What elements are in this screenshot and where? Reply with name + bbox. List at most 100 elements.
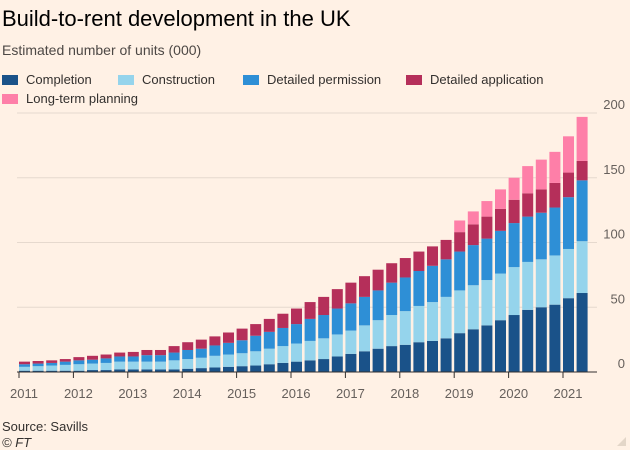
bar-long-term-planning [454, 220, 466, 233]
x-tick-label: 2014 [173, 386, 202, 401]
bar-detailed-permission [277, 327, 289, 347]
bar-detailed-permission [100, 358, 112, 363]
bar-completion [114, 369, 126, 372]
x-tick-label: 2021 [554, 386, 583, 401]
bar-construction [467, 285, 479, 330]
bar-construction [209, 355, 221, 368]
bar-detailed-application [182, 342, 194, 350]
bar-construction [481, 280, 493, 326]
bar-detailed-application [168, 346, 180, 353]
bar-construction [508, 267, 520, 316]
y-tick-label: 150 [603, 162, 625, 177]
legend-swatch-detailed-permission [243, 74, 259, 85]
bar-construction [223, 354, 234, 367]
bar-completion [141, 369, 153, 372]
bar-construction [263, 348, 275, 365]
bar-detailed-permission [87, 359, 98, 364]
bar-construction [495, 273, 506, 321]
stacked-bar-chart: 0 50 100 150 200 2011 2012 2013 2014 2015 2016 2017… [10, 97, 625, 401]
bar-long-term-planning [576, 116, 588, 161]
bar-detailed-permission [535, 212, 547, 260]
bar-construction [535, 259, 547, 308]
bar-detailed-application [223, 332, 234, 343]
bar-detailed-permission [467, 245, 479, 286]
bar-construction [46, 365, 58, 371]
bar-completion [73, 370, 85, 372]
bar-construction [454, 290, 466, 334]
bar-construction [32, 366, 44, 371]
bar-detailed-permission [114, 356, 126, 362]
bar-construction [87, 363, 98, 371]
bar-completion [345, 353, 357, 372]
legend-label-long-term-planning: Long-term planning [26, 91, 139, 106]
bar-detailed-permission [508, 223, 520, 268]
bar-completion [291, 361, 302, 372]
bar-detailed-application [59, 359, 71, 362]
bar-detailed-application [73, 357, 85, 361]
bar-detailed-application [372, 269, 384, 291]
bar-detailed-permission [59, 361, 71, 365]
bar-construction [399, 311, 411, 345]
bar-detailed-permission [73, 360, 85, 365]
bar-detailed-permission [141, 355, 153, 362]
bar-completion [508, 315, 520, 372]
bar-completion [413, 342, 425, 372]
bar-completion [467, 329, 479, 372]
bar-completion [19, 370, 30, 372]
bar-detailed-permission [19, 364, 30, 367]
bar-construction [304, 340, 316, 361]
bar-construction [318, 338, 330, 360]
y-tick-label: 50 [611, 291, 625, 306]
source-note: Source: Savills [2, 419, 88, 434]
bar-completion [168, 369, 180, 372]
bar-detailed-permission [32, 363, 44, 367]
bar-detailed-application [386, 263, 398, 283]
y-tick-label: 100 [603, 227, 625, 242]
bar-detailed-permission [318, 315, 330, 339]
bar-detailed-permission [440, 259, 452, 297]
bar-detailed-application [399, 258, 411, 278]
bar-detailed-permission [127, 356, 139, 362]
bar-detailed-application [195, 339, 207, 349]
bar-detailed-permission [209, 345, 221, 356]
legend-label-detailed-permission: Detailed permission [267, 72, 382, 87]
bar-detailed-application [114, 352, 126, 357]
bar-detailed-application [427, 246, 438, 266]
bar-construction [195, 357, 207, 369]
bar-detailed-application [576, 160, 588, 181]
copyright-credit: © FT [2, 435, 32, 450]
bar-detailed-permission [195, 348, 207, 358]
bar-detailed-application [32, 360, 44, 364]
bar-completion [535, 307, 547, 372]
bar-detailed-application [481, 216, 493, 239]
bar-detailed-permission [481, 238, 493, 281]
bar-detailed-application [304, 302, 316, 319]
bar-construction [386, 315, 398, 347]
x-tick-label: 2016 [282, 386, 311, 401]
bar-construction [182, 359, 194, 369]
legend-swatch-long-term-planning [2, 93, 18, 104]
legend-item-completion: Completion [2, 72, 92, 87]
bar-detailed-permission [359, 296, 370, 326]
bar-completion [127, 369, 139, 372]
bar-completion [481, 325, 493, 372]
bar-construction [277, 346, 289, 363]
bar-construction [345, 330, 357, 354]
bar-detailed-application [331, 289, 343, 309]
bar-completion [46, 370, 58, 372]
bar-completion [277, 362, 289, 372]
bar-completion [236, 366, 248, 372]
bar-detailed-permission [563, 197, 574, 249]
bar-completion [359, 351, 370, 372]
bar-completion [576, 293, 588, 372]
bar-detailed-permission [372, 290, 384, 321]
bar-detailed-permission [304, 318, 316, 341]
bar-construction [127, 361, 139, 370]
bar-detailed-application [535, 189, 547, 213]
bar-construction [359, 325, 370, 352]
chart-subtitle: Estimated number of units (000) [2, 42, 202, 58]
bar-construction [250, 351, 262, 366]
bar-detailed-application [87, 355, 98, 360]
bar-detailed-permission [331, 308, 343, 335]
bar-construction [563, 248, 574, 299]
